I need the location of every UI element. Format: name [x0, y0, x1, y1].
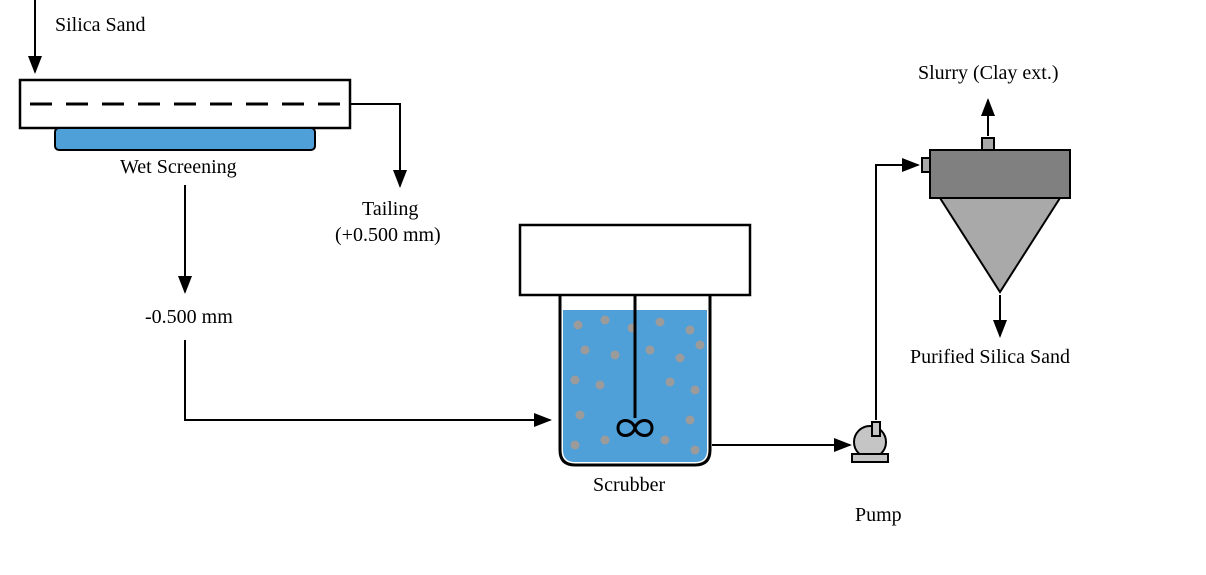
pump-label: Pump [855, 504, 902, 527]
slurry-label: Slurry (Clay ext.) [918, 62, 1059, 85]
purified-label: Purified Silica Sand [910, 346, 1070, 369]
tailing-label-line1: Tailing [362, 198, 418, 221]
to-scrubber-flowline [185, 340, 550, 420]
screen-tray-water [55, 128, 315, 150]
pump-to-cyclone-flowline [876, 165, 918, 420]
wet-screening-label: Wet Screening [120, 156, 237, 179]
scrubber-unit [520, 225, 750, 465]
pump-unit [852, 422, 888, 462]
input-label: Silica Sand [55, 14, 146, 37]
cyclone-unit [922, 138, 1070, 292]
undersize-label: -0.500 mm [145, 306, 233, 329]
tailing-flowline [350, 104, 400, 186]
scrubber-label: Scrubber [593, 474, 665, 497]
tailing-label-line2: (+0.500 mm) [335, 224, 441, 247]
